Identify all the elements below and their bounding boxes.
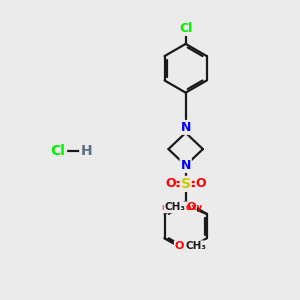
Text: CH₃: CH₃	[164, 202, 185, 212]
Text: H: H	[80, 145, 92, 158]
Text: N: N	[181, 121, 191, 134]
Text: O: O	[187, 202, 196, 212]
Text: O: O	[196, 177, 206, 190]
Text: S: S	[181, 177, 191, 191]
Text: methoxy: methoxy	[161, 203, 202, 212]
Text: CH₃: CH₃	[186, 241, 207, 251]
Text: Cl: Cl	[50, 145, 65, 158]
Text: O: O	[165, 177, 175, 190]
Text: Cl: Cl	[179, 22, 192, 35]
Text: O: O	[175, 241, 184, 251]
Text: N: N	[181, 159, 191, 172]
